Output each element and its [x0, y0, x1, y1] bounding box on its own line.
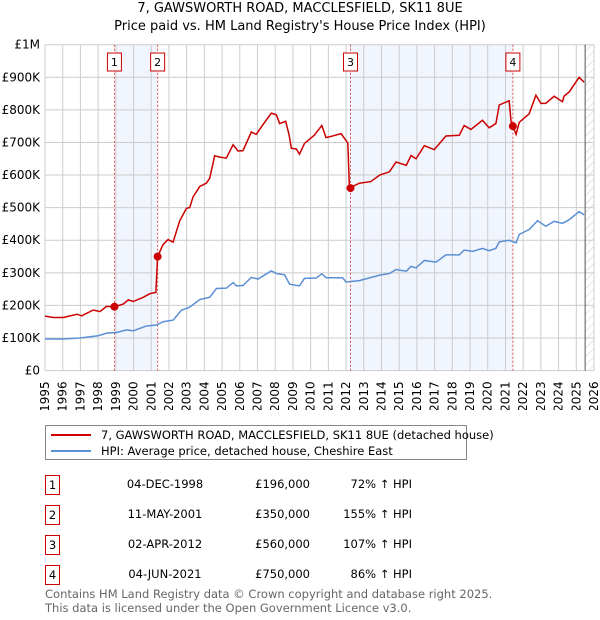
sale-label: 3 — [347, 56, 354, 69]
sale-point — [346, 184, 355, 193]
x-tick-label: 2019 — [463, 381, 477, 410]
y-tick-label: £800K — [2, 103, 42, 117]
sale-number: 4 — [45, 565, 60, 585]
sale-hpi-change: 155% ↑ HPI — [343, 507, 412, 521]
x-tick-label: 1997 — [73, 381, 87, 410]
x-tick-label: 2003 — [180, 381, 194, 410]
x-tick-label: 2008 — [268, 381, 282, 410]
legend: 7, GAWSWORTH ROAD, MACCLESFIELD, SK11 8U… — [45, 425, 494, 460]
x-tick-label: 2005 — [215, 381, 229, 410]
sale-date: 04-JUN-2021 — [128, 567, 202, 581]
x-tick-label: 2022 — [516, 381, 530, 410]
chart-title: 7, GAWSWORTH ROAD, MACCLESFIELD, SK11 8U… — [137, 1, 463, 16]
x-tick-label: 2015 — [392, 381, 406, 410]
y-tick-label: £1M — [14, 38, 40, 52]
x-tick-label: 2007 — [251, 381, 265, 410]
sale-label-box — [106, 52, 122, 72]
footer-copyright: Contains HM Land Registry data © Crown c… — [45, 587, 493, 601]
sale-label-box — [505, 52, 521, 72]
x-tick-label: 2025 — [569, 381, 583, 410]
x-tick-label: 1998 — [91, 381, 105, 410]
sale-point — [508, 122, 517, 131]
sale-row: 4 04-JUN-2021 £750,000 86% ↑ HPI — [45, 565, 445, 585]
sale-point — [110, 302, 119, 311]
sale-label-box — [150, 52, 166, 72]
x-tick-label: 2002 — [162, 381, 176, 410]
legend-label: HPI: Average price, detached house, Ches… — [101, 444, 393, 458]
legend-item-hpi: HPI: Average price, detached house, Ches… — [51, 443, 393, 459]
sale-date: 11-MAY-2001 — [127, 507, 203, 521]
y-tick-label: £400K — [2, 233, 42, 247]
property-price-line — [44, 76, 585, 319]
y-tick-label: £300K — [2, 266, 42, 280]
x-tick-label: 2010 — [304, 381, 318, 410]
x-tick-label: 2014 — [374, 381, 388, 410]
x-tick-label: 2020 — [481, 381, 495, 410]
x-tick-label: 1999 — [109, 381, 123, 410]
chart-subtitle: Price paid vs. HM Land Registry's House … — [114, 19, 486, 34]
sale-label: 4 — [509, 56, 516, 69]
x-tick-label: 2013 — [357, 381, 371, 410]
sale-point — [153, 252, 162, 261]
sale-date: 02-APR-2012 — [127, 537, 203, 551]
sale-label: 1 — [111, 56, 118, 69]
sale-row: 1 04-DEC-1998 £196,000 72% ↑ HPI — [45, 475, 445, 495]
sale-date: 04-DEC-1998 — [126, 477, 204, 491]
sale-price: £750,000 — [255, 567, 310, 581]
x-tick-label: 2000 — [127, 381, 141, 410]
sale-number: 2 — [45, 505, 60, 525]
x-tick-label: 2009 — [286, 381, 300, 410]
sale-number: 1 — [45, 475, 60, 495]
x-tick-label: 2017 — [428, 381, 442, 410]
x-tick-label: 1996 — [56, 381, 70, 410]
x-tick-label: 2026 — [587, 381, 600, 410]
plot-area: £0 £100K £200K £300K £400K £500K £600K £700K £80… — [2, 38, 600, 410]
x-tick-label: 2021 — [498, 381, 512, 410]
x-tick-label: 2004 — [197, 381, 211, 410]
sale-hpi-change: 72% ↑ HPI — [350, 477, 412, 491]
x-tick-label: 2001 — [144, 381, 158, 410]
hpi-line — [45, 210, 585, 340]
legend-swatch-red — [51, 434, 91, 436]
y-tick-label: £600K — [2, 168, 42, 182]
y-tick-label: £700K — [2, 135, 42, 149]
x-tick-label: 1995 — [38, 381, 52, 410]
y-tick-label: £900K — [2, 70, 42, 84]
x-tick-label: 2016 — [410, 381, 424, 410]
sale-price: £560,000 — [255, 537, 310, 551]
legend-item-property: 7, GAWSWORTH ROAD, MACCLESFIELD, SK11 8U… — [51, 427, 494, 443]
x-tick-label: 2024 — [552, 381, 566, 410]
sale-row: 3 02-APR-2012 £560,000 107% ↑ HPI — [45, 535, 445, 555]
x-tick-label: 2018 — [445, 381, 459, 410]
sale-hpi-change: 86% ↑ HPI — [350, 567, 412, 581]
x-tick-label: 2006 — [233, 381, 247, 410]
x-tick-label: 2011 — [321, 381, 335, 410]
sale-price: £350,000 — [255, 507, 310, 521]
sale-label-box — [342, 52, 358, 72]
x-tick-label: 2023 — [534, 381, 548, 410]
y-tick-label: £200K — [2, 298, 42, 312]
y-tick-label: £100K — [2, 331, 42, 345]
y-tick-label: £500K — [2, 201, 42, 215]
footer-licence: This data is licensed under the Open Gov… — [45, 601, 412, 615]
sale-row: 2 11-MAY-2001 £350,000 155% ↑ HPI — [45, 505, 445, 525]
sale-hpi-change: 107% ↑ HPI — [343, 537, 412, 551]
legend-swatch-blue — [51, 450, 91, 452]
legend-label: 7, GAWSWORTH ROAD, MACCLESFIELD, SK11 8U… — [101, 428, 494, 442]
y-tick-label: £0 — [25, 364, 40, 378]
sale-label: 2 — [154, 56, 161, 69]
x-tick-label: 2012 — [339, 381, 353, 410]
sale-price: £196,000 — [255, 477, 310, 491]
sale-number: 3 — [45, 535, 60, 555]
